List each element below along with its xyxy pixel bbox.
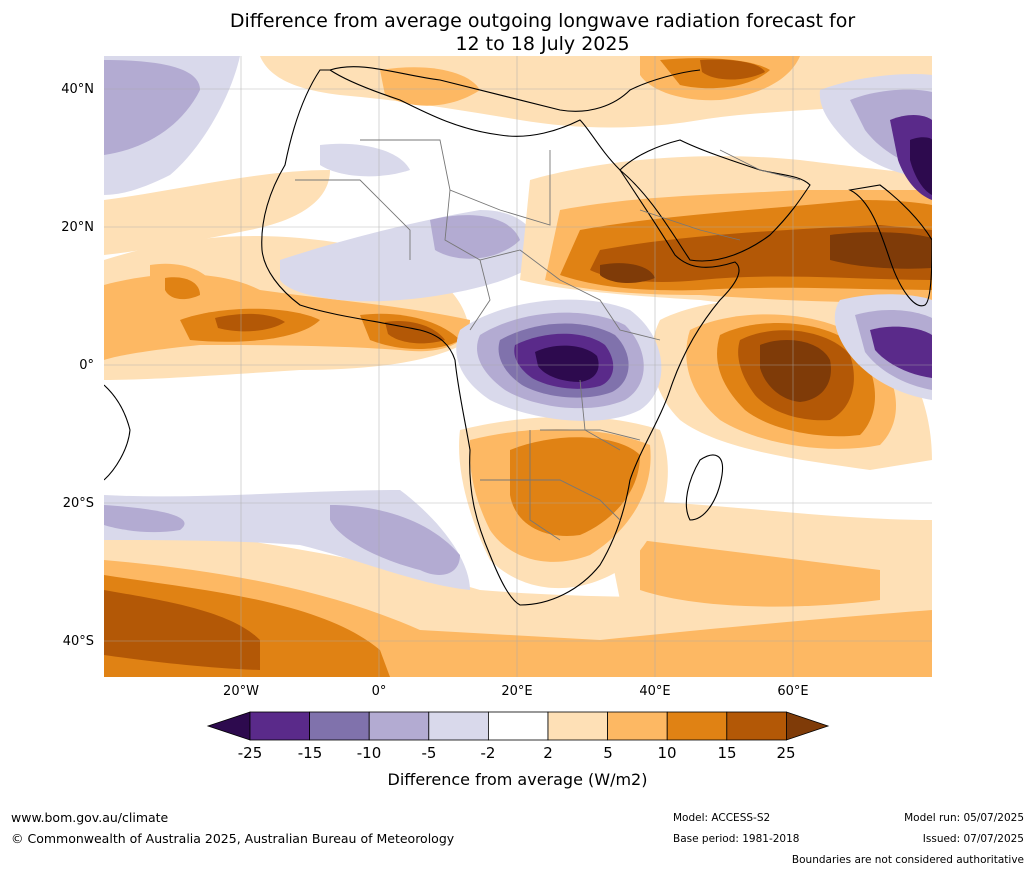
india-core	[830, 232, 932, 269]
south-ocean-dark-orange	[104, 590, 260, 670]
arabian-peninsula-coastline	[619, 139, 811, 262]
website-link[interactable]: www.bom.gov.au/climate	[11, 810, 169, 825]
colorbar-title: Difference from average (W/m2)	[387, 770, 648, 789]
south-atlantic-cool-core	[330, 505, 460, 575]
africa-coastline	[261, 69, 740, 606]
sudan-core	[600, 263, 655, 284]
lon-label-60e: 60°E	[777, 684, 809, 699]
graticule	[104, 56, 932, 677]
title-line-2: 12 to 18 July 2025	[455, 33, 630, 55]
model-name: Model: ACCESS-S2	[673, 812, 771, 824]
issued-date: Issued: 07/07/2025	[922, 833, 1024, 845]
model-run-date: Model run: 05/07/2025	[904, 812, 1024, 824]
boundaries-disclaimer: Boundaries are not considered authoritat…	[791, 854, 1024, 866]
colorbar-bin-m25-m15	[249, 711, 310, 741]
country-borders	[295, 139, 801, 541]
colorbar-label: 25	[776, 744, 796, 762]
colorbar-bin-m15-m10	[309, 711, 370, 741]
lat-label-20n: 20°N	[61, 220, 94, 235]
lon-label-20e: 20°E	[501, 684, 533, 699]
colorbar-extend-max	[786, 711, 830, 741]
sahara-cool-north	[320, 143, 410, 177]
lat-label-0: 0°	[79, 358, 94, 373]
indian-ocean-core	[760, 340, 831, 402]
colorbar-label: 10	[657, 744, 677, 762]
south-america-coastline	[104, 384, 131, 481]
colorbar-label: 5	[603, 744, 613, 762]
colorbar-label: -10	[356, 744, 382, 762]
colorbar	[206, 711, 830, 741]
eq-atlantic-core	[215, 313, 285, 332]
colorbar-bin-p15-p25	[726, 711, 787, 741]
lon-label-20w: 20°W	[223, 684, 259, 699]
sahel-cool-core	[430, 215, 520, 259]
copyright-text: © Commonwealth of Australia 2025, Austra…	[11, 831, 455, 846]
colorbar-bin-m10-m5	[368, 711, 430, 741]
atlantic-north-band	[104, 170, 330, 255]
southern-africa-strong	[510, 437, 640, 536]
colorbar-label: -15	[297, 744, 323, 762]
base-period: Base period: 1981-2018	[673, 833, 800, 845]
colorbar-bin-m5-m2	[428, 711, 489, 741]
colorbar-bin-p10-p15	[666, 711, 728, 741]
colorbar-label: -2	[480, 744, 496, 762]
map-title: Difference from average outgoing longwav…	[100, 10, 985, 56]
india-coastline	[848, 184, 932, 307]
lon-label-40e: 40°E	[639, 684, 671, 699]
south-indian-light	[640, 540, 880, 607]
colorbar-extend-min	[206, 711, 251, 741]
colorbar-label: 15	[717, 744, 737, 762]
colorbar-bin-m2-p2	[487, 711, 549, 741]
colorbar-bin-p5-p10	[607, 711, 668, 741]
iran-cool-core	[910, 137, 932, 195]
south-atlantic-cool-west	[104, 505, 185, 533]
lon-label-0: 0°	[371, 684, 387, 699]
colorbar-label: 2	[543, 744, 553, 762]
lat-label-40n: 40°N	[61, 82, 94, 97]
colorbar-bin-p2-p5	[547, 711, 608, 741]
madagascar-coastline	[685, 454, 724, 521]
coastlines	[104, 66, 932, 606]
colorbar-label: -25	[237, 744, 263, 762]
nw-africa-strong	[165, 277, 200, 300]
lat-label-20s: 20°S	[62, 496, 94, 511]
europe-orange	[380, 67, 480, 106]
title-line-1: Difference from average outgoing longwav…	[229, 10, 856, 32]
north-atlantic-cool-core	[104, 60, 200, 155]
colorbar-label: -5	[421, 744, 437, 762]
europe-coastline	[329, 66, 701, 112]
anomaly-field	[104, 56, 932, 677]
caspian-deep	[700, 59, 765, 80]
congo-cool-core	[535, 345, 599, 382]
lat-label-40s: 40°S	[62, 634, 94, 649]
